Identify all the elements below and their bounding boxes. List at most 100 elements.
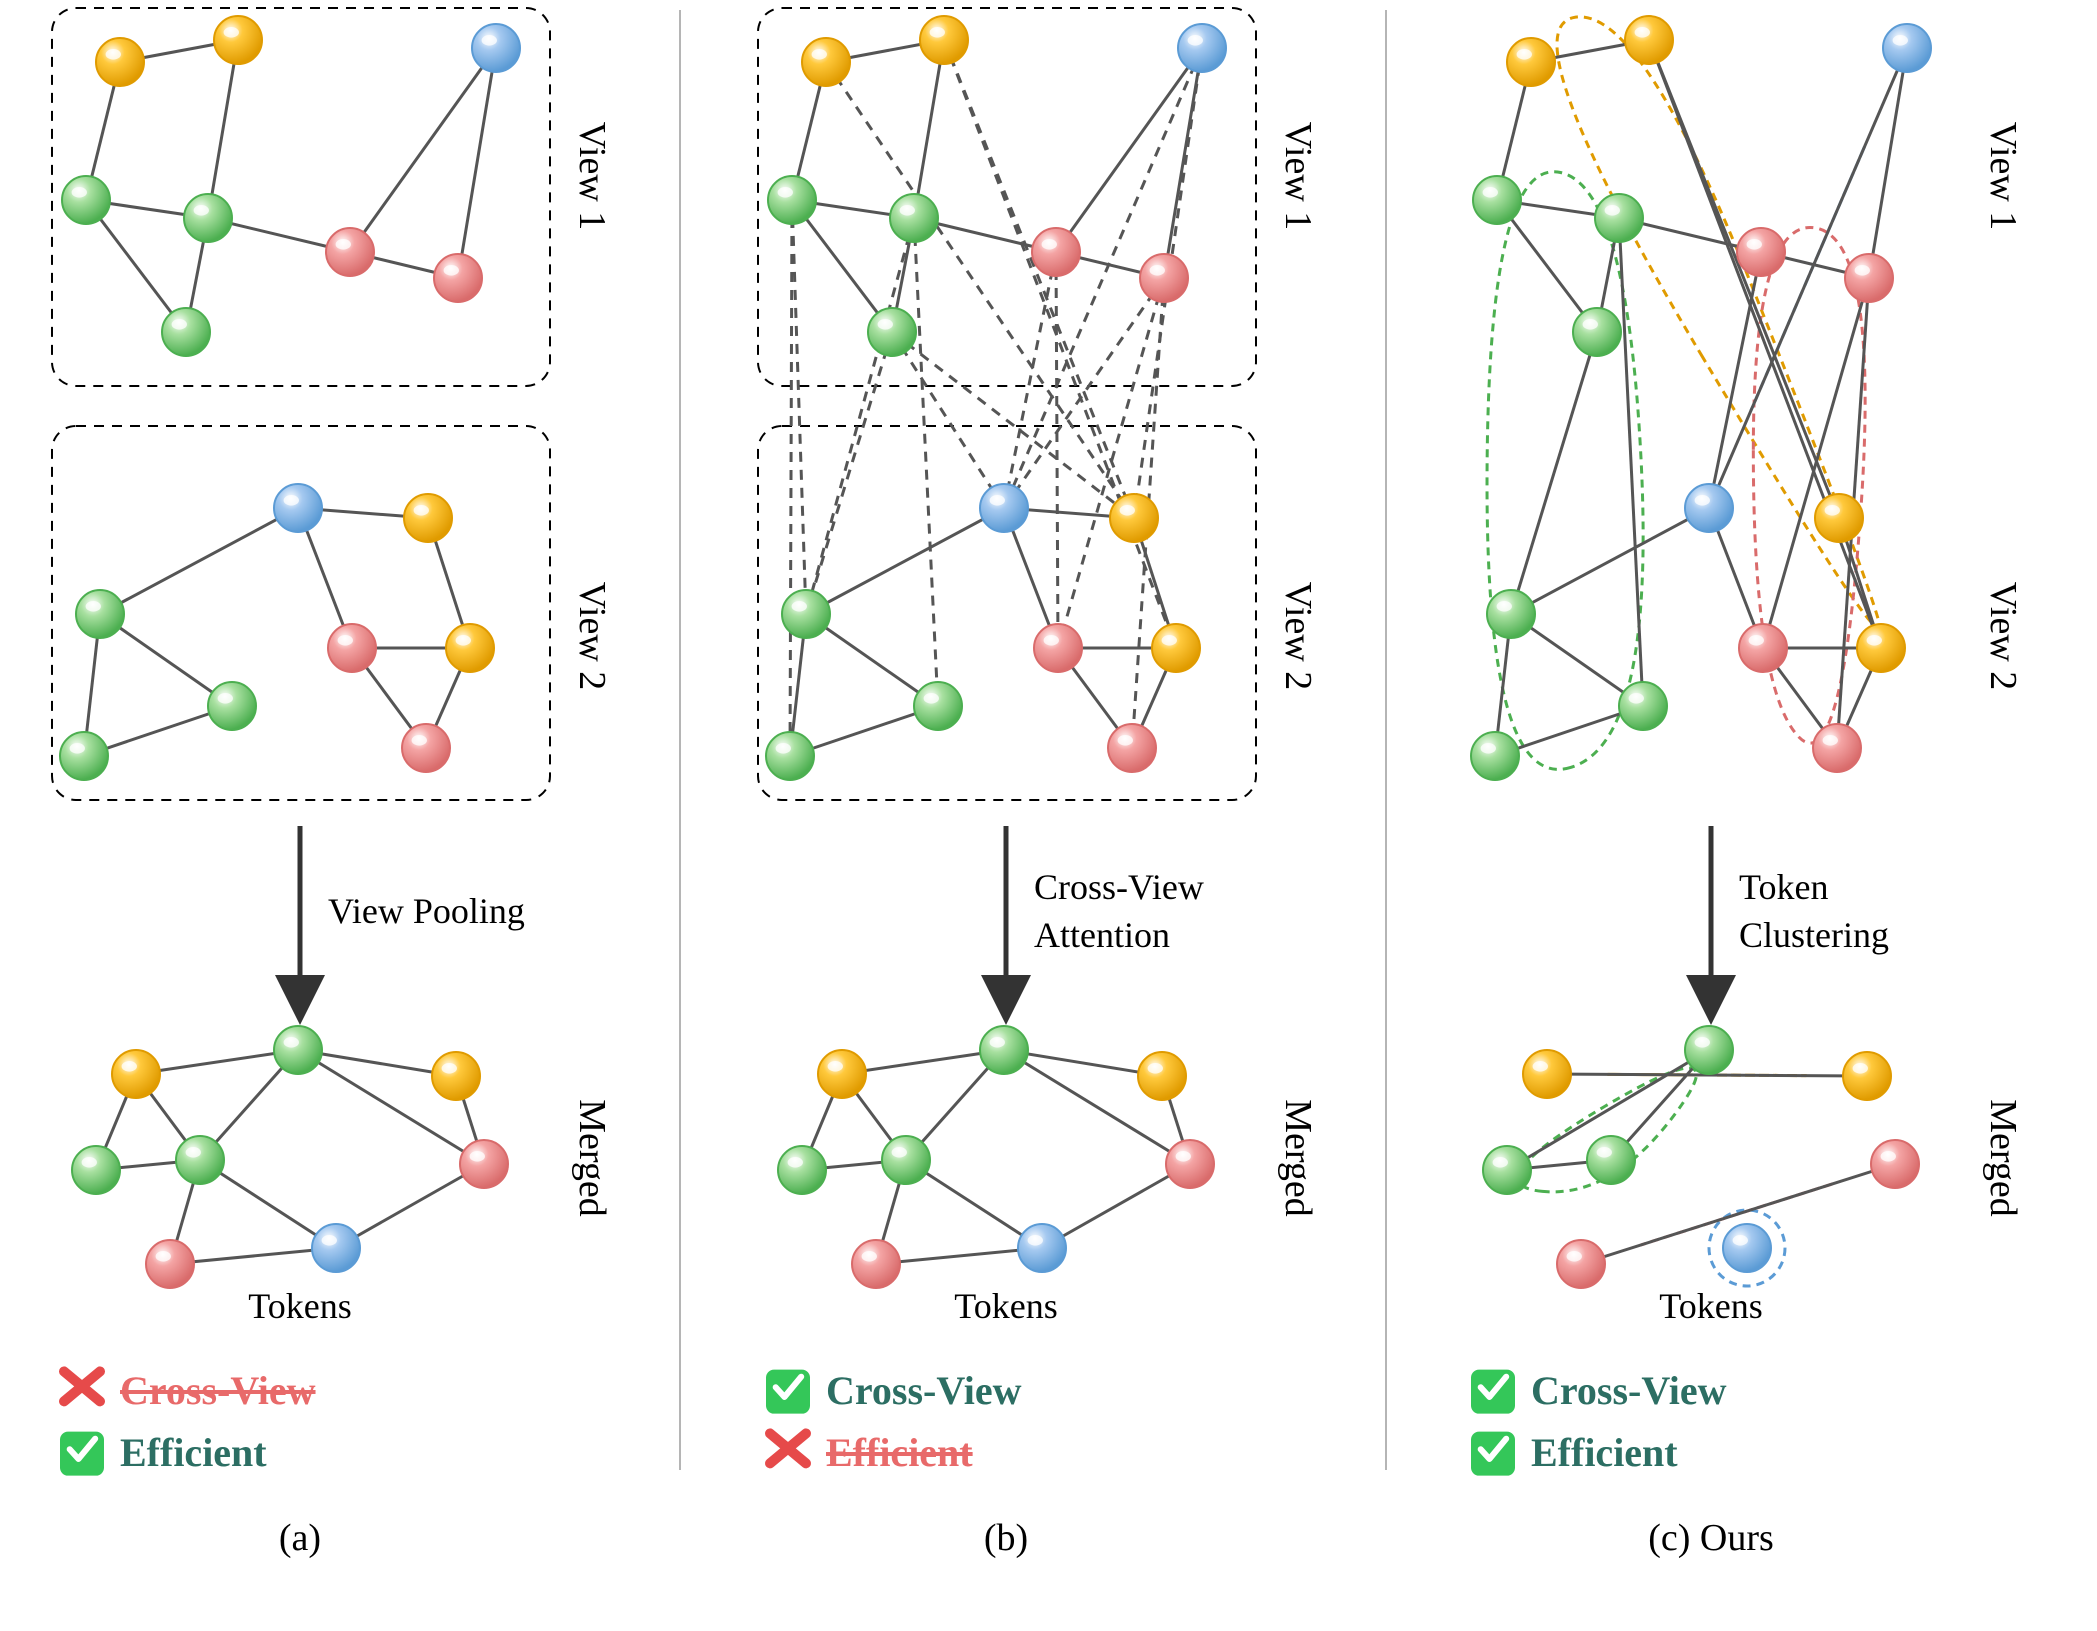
view1-label: View 1 (571, 122, 613, 231)
token-ball (890, 194, 938, 242)
token-ball (868, 308, 916, 356)
graph-edge (1763, 278, 1869, 648)
token-ball (1871, 1140, 1919, 1188)
token-ball (1723, 1224, 1771, 1272)
badge-text: Cross-View (1531, 1368, 1727, 1413)
token-ball (818, 1050, 866, 1098)
graph-edge (876, 1248, 1042, 1264)
graph-edge (170, 1248, 336, 1264)
arrow-label: Cross-View (1034, 867, 1204, 907)
arrow-label: Token (1739, 867, 1828, 907)
token-ball (312, 1224, 360, 1272)
token-ball (432, 1052, 480, 1100)
graph-edge (1649, 40, 1881, 648)
token-ball (1813, 724, 1861, 772)
token-ball (852, 1240, 900, 1288)
token-ball (184, 194, 232, 242)
graph-edge (1869, 48, 1907, 278)
token-ball (1685, 484, 1733, 532)
token-ball (1587, 1136, 1635, 1184)
badge-text: Cross-View (120, 1368, 316, 1413)
token-ball (914, 682, 962, 730)
tokens-label: Tokens (248, 1286, 351, 1326)
token-ball (208, 682, 256, 730)
panel-title: (b) (984, 1517, 1028, 1559)
token-ball (1483, 1146, 1531, 1194)
panel-title: (a) (279, 1517, 321, 1559)
graph-edge (1164, 48, 1202, 278)
token-ball (1845, 254, 1893, 302)
graph-edge (1511, 332, 1597, 614)
token-ball (766, 732, 814, 780)
merged-label: Merged (571, 1099, 613, 1217)
token-ball (76, 590, 124, 638)
graph-edge (458, 48, 496, 278)
merged-label: Merged (1277, 1099, 1319, 1217)
view-box (758, 426, 1256, 800)
token-ball (1140, 254, 1188, 302)
graph-edge (806, 508, 1004, 614)
token-ball (802, 38, 850, 86)
token-ball (1178, 24, 1226, 72)
token-ball (1843, 1052, 1891, 1100)
panel-title: (c) Ours (1648, 1517, 1774, 1559)
token-ball (1473, 176, 1521, 224)
panel-0: View 1 View 2 View Pooling Merged Tokens Cros… (52, 8, 613, 1559)
badge-text: Cross-View (826, 1368, 1022, 1413)
graph-edge (350, 48, 496, 252)
token-ball (162, 308, 210, 356)
token-ball (328, 624, 376, 672)
token-ball (1737, 228, 1785, 276)
token-ball (1018, 1224, 1066, 1272)
graph-edge (1056, 48, 1202, 252)
graph-edge (1511, 508, 1709, 614)
token-ball (782, 590, 830, 638)
token-ball (60, 732, 108, 780)
token-ball (1471, 732, 1519, 780)
token-ball (274, 1026, 322, 1074)
token-ball (1034, 624, 1082, 672)
token-ball (1857, 624, 1905, 672)
view1-label: View 1 (1982, 122, 2024, 231)
token-ball (1152, 624, 1200, 672)
graph-edge (892, 332, 1004, 508)
graph-edge (1042, 1164, 1190, 1248)
token-ball (1032, 228, 1080, 276)
token-ball (1110, 494, 1158, 542)
view-box (52, 426, 550, 800)
view2-label: View 2 (571, 582, 613, 691)
badge-text: Efficient (120, 1430, 267, 1475)
diagram-svg: View 1 View 2 View Pooling Merged Tokens Cros… (0, 0, 2097, 1626)
token-ball (1166, 1140, 1214, 1188)
graph-edge (1004, 252, 1056, 508)
token-ball (176, 1136, 224, 1184)
token-ball (882, 1136, 930, 1184)
graph-edge (1619, 218, 1643, 706)
token-ball (434, 254, 482, 302)
token-ball (1625, 16, 1673, 64)
cross-icon (770, 1433, 806, 1463)
arrow-label: View Pooling (328, 891, 525, 931)
token-ball (214, 16, 262, 64)
token-ball (326, 228, 374, 276)
token-ball (768, 176, 816, 224)
token-ball (1595, 194, 1643, 242)
token-ball (920, 16, 968, 64)
token-ball (980, 1026, 1028, 1074)
token-ball (1739, 624, 1787, 672)
token-ball (96, 38, 144, 86)
token-ball (778, 1146, 826, 1194)
arrow-label: Attention (1034, 915, 1170, 955)
badge-text: Efficient (826, 1430, 973, 1475)
token-ball (980, 484, 1028, 532)
graph-edge (914, 218, 938, 706)
graph-edge (790, 200, 792, 756)
graph-edge (914, 40, 944, 218)
token-ball (72, 1146, 120, 1194)
token-ball (1557, 1240, 1605, 1288)
token-ball (1883, 24, 1931, 72)
token-ball (112, 1050, 160, 1098)
panel-2: View 1View 2TokenClusteringMergedTokensC… (1471, 16, 2024, 1559)
panel-1: View 1View 2Cross-ViewAttentionMergedTok… (758, 8, 1319, 1559)
token-ball (1507, 38, 1555, 86)
